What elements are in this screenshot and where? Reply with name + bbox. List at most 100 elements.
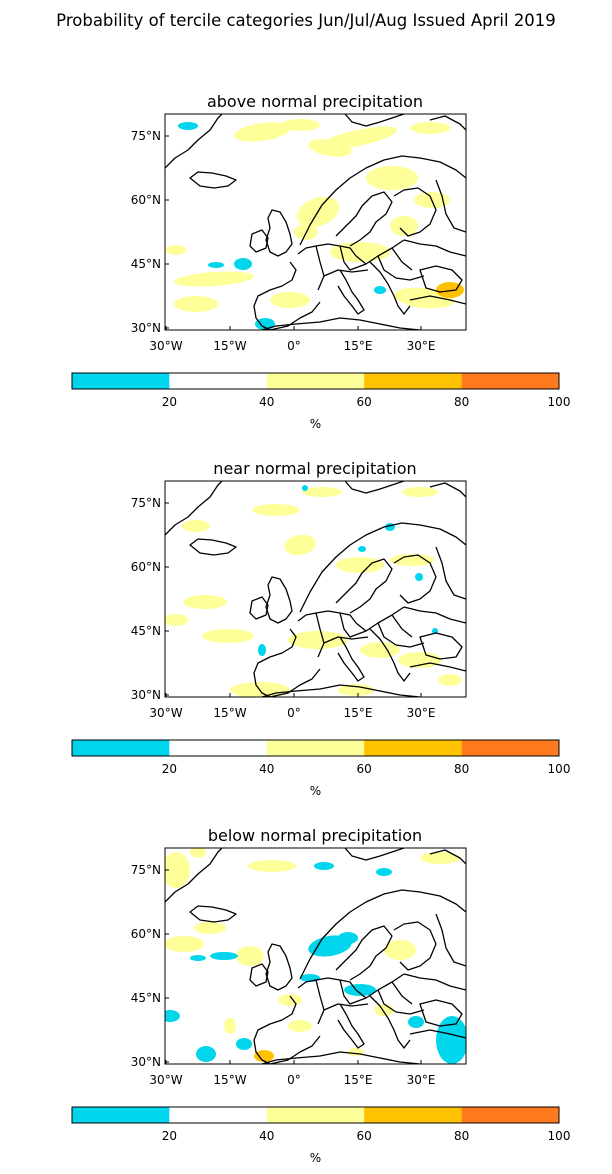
anomaly-region bbox=[436, 1016, 466, 1064]
lon-tick-label: 30°E bbox=[407, 339, 436, 353]
map-above-normal: 75°N 60°N 45°N 30°N 30°W 15°W 0° 15°E 30°E bbox=[131, 113, 467, 353]
anomaly-region bbox=[183, 595, 227, 609]
anomaly-region bbox=[366, 166, 418, 190]
colorbar-below-normal: 20 40 60 80 100% bbox=[71, 1106, 570, 1165]
coastline bbox=[403, 973, 466, 991]
anomaly-region bbox=[302, 487, 342, 497]
colorbar-unit: % bbox=[310, 417, 321, 431]
anomaly-region bbox=[436, 282, 464, 298]
lat-tick-label: 45°N bbox=[131, 257, 161, 271]
panel-below-normal: below normal precipitation 75°N 60°N 45°N 3… bbox=[71, 826, 570, 1165]
lat-tick-label: 30°N bbox=[131, 321, 161, 335]
coastline bbox=[377, 622, 425, 648]
anomaly-region bbox=[408, 1016, 424, 1028]
anomaly-region bbox=[254, 1050, 274, 1062]
lon-tick-label: 15°E bbox=[344, 1073, 373, 1087]
coastline bbox=[261, 684, 421, 697]
anomaly-region bbox=[255, 318, 275, 330]
coastline bbox=[419, 265, 463, 293]
colorbar-segment bbox=[364, 740, 462, 756]
lat-tick-label: 60°N bbox=[131, 193, 161, 207]
anomaly-region bbox=[314, 862, 334, 870]
lon-tick-label: 15°W bbox=[213, 1073, 246, 1087]
anomaly-region bbox=[165, 936, 204, 952]
panel-title: near normal precipitation bbox=[213, 459, 416, 478]
lon-tick-label: 0° bbox=[287, 1073, 301, 1087]
coastline bbox=[344, 848, 405, 861]
colorbar-segment bbox=[364, 1107, 462, 1123]
panel-title: below normal precipitation bbox=[208, 826, 422, 845]
coastline bbox=[435, 546, 466, 600]
colorbar-segment bbox=[461, 1107, 559, 1123]
colorbar-tick-label: 60 bbox=[357, 1129, 372, 1143]
coastline bbox=[335, 925, 393, 981]
coastline bbox=[189, 171, 237, 189]
coastline bbox=[369, 995, 411, 1049]
colorbar-frame bbox=[71, 372, 560, 390]
anomaly-region bbox=[410, 122, 450, 134]
coastline bbox=[335, 191, 393, 247]
coastline bbox=[393, 187, 437, 237]
coastline bbox=[253, 628, 297, 697]
colorbar-segment bbox=[72, 1107, 170, 1123]
lat-tick-label: 60°N bbox=[131, 927, 161, 941]
coastline bbox=[409, 662, 466, 672]
coastline bbox=[355, 255, 367, 265]
anomaly-region bbox=[270, 292, 310, 308]
coastline bbox=[189, 538, 237, 556]
coastline bbox=[323, 269, 369, 277]
colorbar-segment bbox=[266, 740, 365, 756]
lon-tick-label: 0° bbox=[287, 339, 301, 353]
anomaly-region bbox=[338, 684, 374, 696]
lat-tick-label: 45°N bbox=[131, 991, 161, 1005]
anomaly-region bbox=[438, 674, 462, 686]
coastline bbox=[299, 522, 466, 613]
colorbar-tick-label: 60 bbox=[357, 395, 372, 409]
lat-tick-label: 30°N bbox=[131, 688, 161, 702]
coastline bbox=[165, 481, 223, 536]
anomaly-region bbox=[190, 955, 206, 961]
colorbar-tick-label: 20 bbox=[162, 395, 177, 409]
anomaly-region bbox=[278, 994, 302, 1006]
anomaly-region bbox=[210, 952, 238, 960]
coastline bbox=[249, 229, 269, 253]
anomaly-region bbox=[224, 1018, 236, 1034]
anomaly-region bbox=[234, 258, 252, 270]
lat-tick-label: 75°N bbox=[131, 863, 161, 877]
lat-tick-label: 60°N bbox=[131, 560, 161, 574]
anomaly-region bbox=[202, 629, 254, 643]
panel-title: above normal precipitation bbox=[207, 92, 423, 111]
colorbar-tick-label: 80 bbox=[454, 395, 469, 409]
lat-tick-label: 75°N bbox=[131, 496, 161, 510]
coastline bbox=[315, 979, 325, 1025]
anomaly-region bbox=[384, 940, 416, 960]
anomaly-region bbox=[374, 286, 386, 294]
coastline bbox=[355, 989, 367, 999]
colorbar-segment bbox=[72, 740, 170, 756]
anomaly-region bbox=[236, 946, 264, 966]
coastline bbox=[253, 261, 297, 330]
anomaly-region bbox=[415, 573, 423, 581]
coastline bbox=[297, 977, 357, 991]
coastline bbox=[409, 1029, 466, 1039]
lon-tick-label: 30°E bbox=[407, 706, 436, 720]
coastline bbox=[265, 576, 293, 624]
colorbar-segment bbox=[169, 740, 267, 756]
coastline bbox=[269, 301, 321, 330]
coastline bbox=[355, 622, 367, 632]
coastline bbox=[391, 981, 413, 1005]
colorbar-unit: % bbox=[310, 1151, 321, 1165]
lat-tick-label: 30°N bbox=[131, 1055, 161, 1069]
colorbar-frame bbox=[71, 1106, 560, 1124]
coastline bbox=[337, 1003, 365, 1049]
coastline bbox=[265, 943, 293, 991]
map-content bbox=[165, 848, 466, 1064]
coastline bbox=[435, 913, 466, 967]
lon-tick-label: 15°W bbox=[213, 706, 246, 720]
coastline bbox=[261, 1051, 421, 1064]
anomaly-region bbox=[420, 852, 460, 864]
lon-tick-label: 30°W bbox=[149, 339, 182, 353]
anomaly-region bbox=[165, 852, 190, 888]
coastline bbox=[315, 612, 325, 658]
